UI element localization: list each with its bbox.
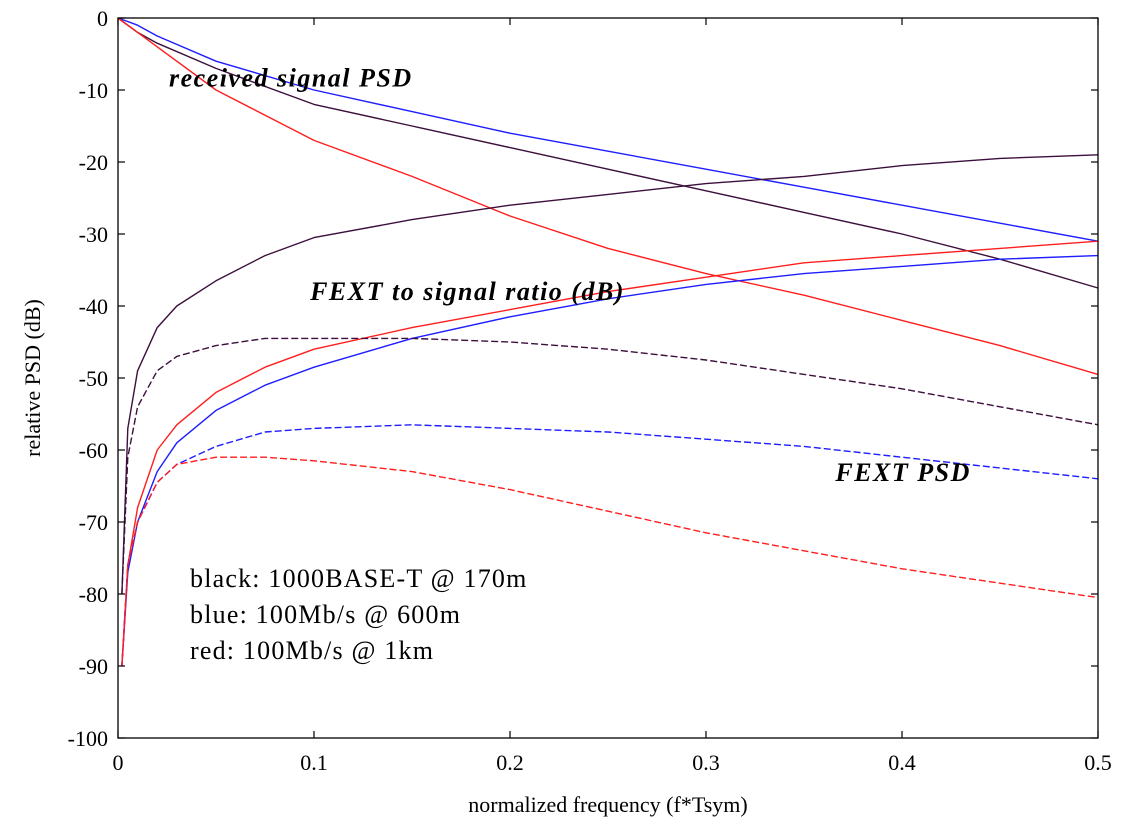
series-line-red-received-psd [117, 17, 1099, 376]
y-tick-label: -60 [79, 438, 108, 463]
legend-line: black: 1000BASE-T @ 170m [190, 564, 528, 593]
legend-line: blue: 100Mb/s @ 600m [190, 600, 461, 629]
y-tick-label: -50 [79, 366, 108, 391]
y-axis-label: relative PSD (dB) [20, 299, 45, 457]
legend-text-block: black: 1000BASE-T @ 170m blue: 100Mb/s @ … [190, 564, 528, 665]
annotation-label: received signal PSD [169, 63, 413, 92]
y-tick-label: -40 [79, 294, 108, 319]
y-tick-label: -100 [68, 726, 108, 751]
series-layer [117, 17, 1099, 667]
y-tick-label: -80 [79, 582, 108, 607]
y-tick-label: -90 [79, 654, 108, 679]
series-line-black-fext-psd [121, 337, 1099, 595]
series-line-blue-fext-ratio [121, 254, 1099, 667]
annotations: received signal PSD FEXT to signal ratio … [169, 63, 971, 487]
annotation-label: FEXT PSD [834, 458, 971, 487]
ticks-layer: 0 0.1 0.2 0.3 0.4 0.5 0 -10 -20 -30 -40 -50 -60 -70 -8… [68, 6, 1112, 775]
y-tick-label: -20 [79, 150, 108, 175]
y-tick-label: -30 [79, 222, 108, 247]
legend-line: red: 100Mb/s @ 1km [190, 636, 434, 665]
series-line-black-fext-ratio [121, 154, 1099, 595]
y-tick-label: -10 [79, 78, 108, 103]
series-line-black-received-psd [117, 17, 1099, 289]
plot-frame [117, 17, 1099, 739]
x-tick-label: 0.5 [1084, 750, 1112, 775]
series-line-blue-received-psd [117, 17, 1099, 242]
x-tick-label: 0.4 [888, 750, 916, 775]
x-axis-label: normalized frequency (f*Tsym) [468, 792, 747, 817]
series-line-red-fext-psd [121, 456, 1099, 667]
y-tick-label: -70 [79, 510, 108, 535]
y-tick-label: 0 [97, 6, 108, 31]
x-tick-label: 0.2 [496, 750, 524, 775]
annotation-label: FEXT to signal ratio (dB) [309, 277, 625, 306]
x-tick-label: 0 [113, 750, 124, 775]
x-tick-label: 0.1 [300, 750, 328, 775]
x-tick-label: 0.3 [692, 750, 720, 775]
